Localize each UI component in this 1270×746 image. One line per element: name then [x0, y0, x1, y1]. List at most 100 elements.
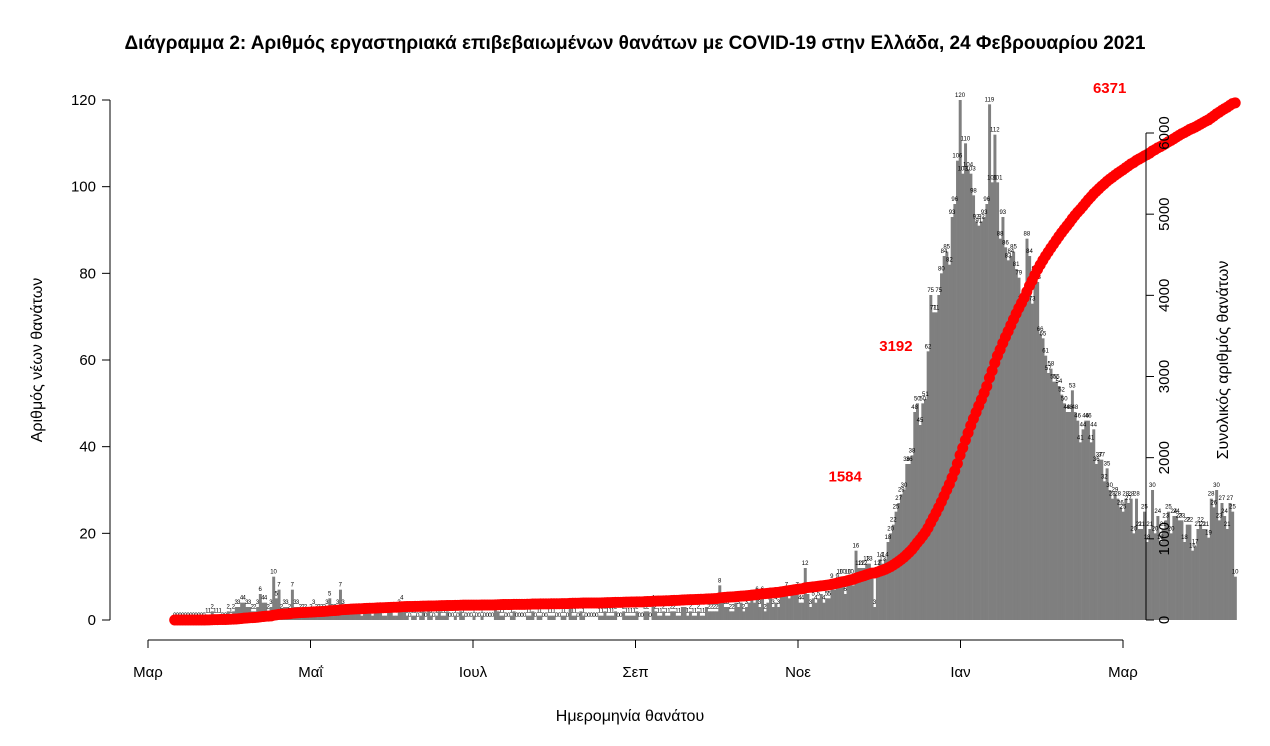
bar-value-label: 6	[844, 587, 848, 593]
bar	[643, 611, 647, 620]
bar-value-label: 28	[1114, 492, 1121, 498]
bar	[405, 615, 409, 620]
bar-value-label: 92	[978, 214, 985, 220]
bar	[427, 611, 431, 620]
bar-value-label: 3	[726, 600, 730, 606]
bar	[1164, 520, 1168, 620]
bar-value-label: 28	[1122, 492, 1129, 498]
bar	[787, 598, 791, 620]
x-tick-label: Σεπ	[622, 664, 648, 681]
bar	[779, 594, 783, 620]
bar-value-label: 20	[1168, 526, 1175, 532]
bar	[1012, 251, 1016, 620]
bar	[395, 615, 399, 620]
bar-value-label: 1	[205, 609, 209, 615]
bar	[969, 173, 973, 620]
bar-value-label: 30	[1149, 483, 1156, 489]
bar	[1041, 338, 1045, 620]
bar	[811, 598, 815, 620]
bar	[606, 615, 610, 620]
bar	[1169, 533, 1173, 620]
bar	[827, 598, 831, 620]
cumulative-annotation: 6371	[1093, 80, 1126, 97]
bar-value-label: 28	[1208, 492, 1215, 498]
bar	[1156, 516, 1160, 620]
bar	[1108, 490, 1112, 620]
bar-value-label: 23	[1216, 513, 1223, 519]
bar-value-label: 1	[598, 609, 602, 615]
bar-value-label: 10	[839, 570, 846, 576]
bar	[683, 607, 687, 620]
bar-value-label: 29	[1112, 487, 1119, 493]
bar	[347, 611, 350, 620]
bar	[1076, 420, 1080, 620]
bar	[1017, 277, 1021, 620]
bar	[662, 611, 666, 620]
bar-value-label: 0	[641, 613, 645, 619]
bar-value-label: 4	[261, 596, 265, 602]
bar	[849, 576, 853, 620]
bar-value-label: 21	[1146, 522, 1153, 528]
bar	[926, 351, 930, 620]
bar-value-label: 1	[606, 609, 610, 615]
bar-value-label: 83	[1005, 253, 1012, 259]
bar	[603, 611, 607, 620]
bar-value-label: 44	[1090, 422, 1097, 428]
bar-value-label: 32	[1101, 474, 1108, 480]
bar-value-label: 20	[1130, 526, 1137, 532]
bar-value-label: 93	[999, 210, 1006, 216]
bar-value-label: 1	[536, 609, 540, 615]
bar	[1191, 550, 1195, 620]
bar	[750, 598, 754, 620]
bar-value-label: 9	[830, 574, 834, 580]
bar-value-label: 9	[836, 574, 840, 580]
bar-value-label: 1	[218, 609, 222, 615]
bar	[851, 585, 855, 620]
bar	[964, 143, 968, 621]
bar-value-label: 93	[949, 210, 956, 216]
bar	[672, 611, 676, 620]
bar	[1049, 368, 1053, 620]
bar	[1223, 516, 1227, 620]
bar	[854, 550, 858, 620]
bar-value-label: 10	[837, 570, 844, 576]
bar-value-label: 0	[491, 613, 495, 619]
bar	[1143, 511, 1147, 620]
bar	[496, 611, 500, 620]
bar-value-label: 53	[1069, 383, 1076, 389]
bar	[493, 607, 497, 620]
bar-value-label: 1	[571, 609, 575, 615]
bar	[907, 464, 911, 620]
bar	[659, 615, 663, 620]
bar	[600, 615, 604, 620]
bar	[937, 295, 941, 620]
bar-value-label: 4	[798, 596, 802, 602]
y2-tick-label: 6000	[1156, 116, 1173, 149]
bar-value-label: 0	[424, 613, 428, 619]
bar-value-label: 2	[232, 604, 236, 610]
bar-value-label: 23	[1176, 513, 1183, 519]
bar	[1020, 303, 1024, 620]
bar-value-label: 12	[858, 561, 865, 567]
bar-value-label: 2	[673, 604, 677, 610]
bar	[656, 615, 660, 620]
bar	[630, 615, 634, 620]
bar-value-label: 62	[925, 344, 932, 350]
bar	[905, 464, 909, 620]
bar-value-label: 7	[291, 583, 295, 589]
bar-value-label: 104	[963, 162, 974, 168]
annotations-group: 1584 3192 6371	[829, 80, 1127, 486]
bar	[771, 607, 775, 620]
bar	[680, 607, 684, 620]
bar-value-label: 1	[574, 609, 578, 615]
bar-value-label: 37	[1096, 453, 1103, 459]
bar	[734, 602, 738, 620]
bar-value-label: 103	[958, 167, 969, 173]
bar-value-label: 21	[1194, 522, 1201, 528]
bar	[1188, 524, 1192, 620]
bar	[646, 611, 650, 620]
bar	[445, 611, 449, 620]
bar-value-label: 3	[293, 600, 297, 606]
bar-value-label: 0	[566, 613, 570, 619]
bar	[1175, 516, 1179, 620]
